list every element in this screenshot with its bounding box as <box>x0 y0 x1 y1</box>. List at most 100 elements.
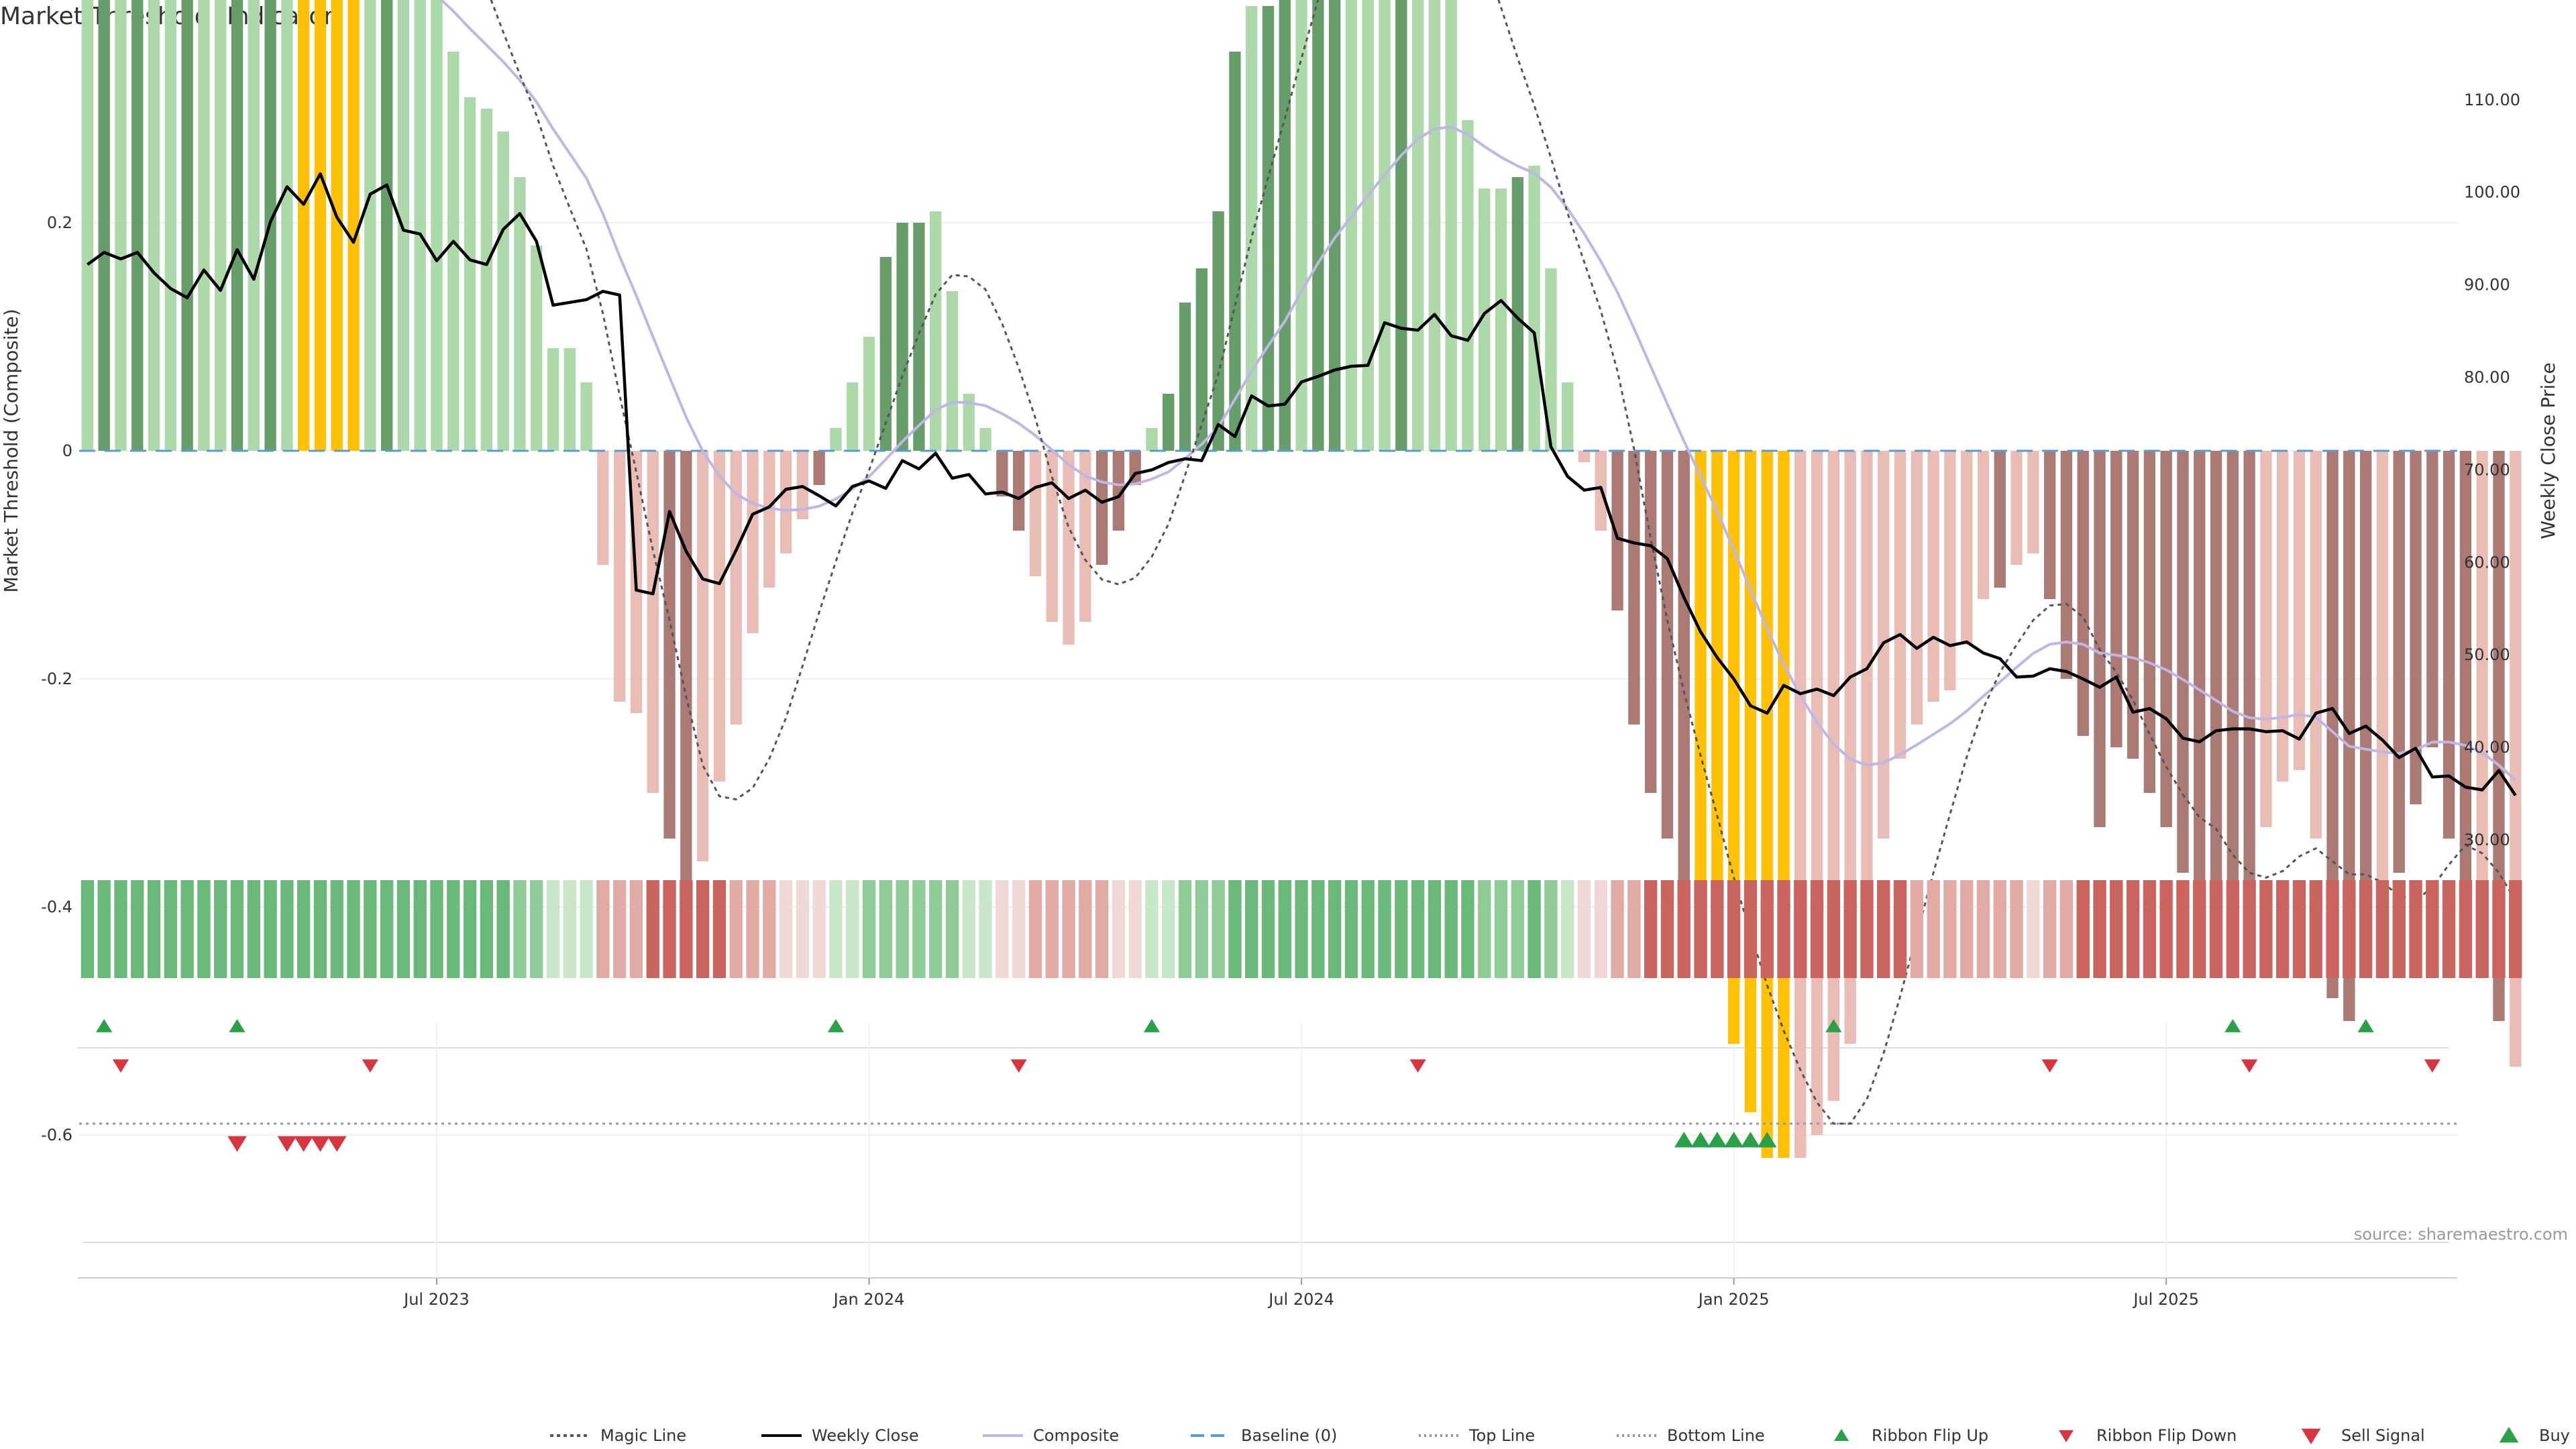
sell-signal-marker <box>227 1136 247 1152</box>
composite-bar <box>2326 451 2339 998</box>
composite-bar <box>2226 451 2239 930</box>
ribbon-cell <box>2359 880 2373 978</box>
composite-bar <box>1977 451 1990 599</box>
composite-bar <box>1395 0 1407 451</box>
y-right-axis-title: Weekly Close Price <box>2537 362 2559 539</box>
ribbon-cell <box>1344 880 1358 978</box>
composite-bar <box>1761 451 1773 1158</box>
composite-bar <box>1362 0 1374 451</box>
ribbon-cell <box>1395 880 1408 978</box>
ribbon-cell <box>147 880 161 978</box>
composite-bar <box>2260 451 2272 827</box>
legend: Magic Line Weekly Close Composite Baseline … <box>550 1426 2576 1445</box>
x-tick-label: Jan 2024 <box>833 1290 905 1309</box>
ribbon-cell <box>1428 880 1442 978</box>
ribbon-cell <box>1843 880 1857 978</box>
composite-bar <box>1445 0 1457 451</box>
ribbon-cell <box>629 880 643 978</box>
ribbon-cell <box>513 880 527 978</box>
ribbon-cell <box>2442 880 2456 978</box>
ribbon-cell <box>929 880 943 978</box>
composite-bar <box>1012 451 1025 531</box>
composite-bar <box>115 0 127 451</box>
sell-signal-marker <box>277 1136 297 1152</box>
legend-item: Bottom Line <box>1617 1426 1765 1445</box>
ribbon-cell <box>364 880 377 978</box>
sell-signal-marker <box>294 1136 313 1152</box>
y-left-tick-label: -0.6 <box>41 1126 72 1144</box>
ribbon-cell <box>712 880 727 978</box>
ribbon-cell <box>313 880 327 978</box>
ribbon-cell <box>2392 880 2406 978</box>
ribbon-cell <box>2475 880 2489 978</box>
ribbon-cell <box>829 880 843 978</box>
y-left-tick-label: 0.4 <box>47 0 72 4</box>
composite-bar <box>1861 451 1873 941</box>
ribbon-cell <box>480 880 494 978</box>
composite-bar <box>863 337 875 451</box>
composite-bar <box>1811 451 1823 1135</box>
ribbon-cell <box>2292 880 2306 978</box>
ribbon-cell <box>463 880 477 978</box>
ribbon-cell <box>962 880 975 978</box>
ribbon-cell <box>197 880 211 978</box>
ribbon-cell <box>1627 880 1641 978</box>
ribbon-cell <box>680 880 693 978</box>
buy-signal-marker <box>1707 1132 1727 1148</box>
ribbon-cell <box>1062 880 1075 978</box>
ribbon-strip <box>80 880 2522 978</box>
composite-bar <box>2359 451 2372 884</box>
ribbon-cell <box>1993 880 2006 978</box>
composite-bar <box>1744 451 1757 1112</box>
composite-bar <box>2043 451 2056 599</box>
ribbon-flip-up-marker <box>229 1019 246 1032</box>
composite-bar <box>813 451 825 485</box>
composite-bar <box>1428 0 1441 451</box>
ribbon-cell <box>796 880 810 978</box>
ribbon-cell <box>413 880 427 978</box>
composite-bar <box>297 0 310 451</box>
ribbon-cell <box>1760 880 1774 978</box>
ribbon-cell <box>2110 880 2123 978</box>
legend-item: Magic Line <box>550 1426 686 1445</box>
legend-label: Bottom Line <box>1667 1426 1765 1445</box>
ribbon-cell <box>396 880 411 978</box>
ribbon-cell <box>1561 880 1574 978</box>
ribbon-cell <box>164 880 178 978</box>
composite-bar <box>2177 451 2189 873</box>
legend-item: Weekly Close <box>761 1426 919 1445</box>
ribbon-cell <box>2143 880 2157 978</box>
composite-bar <box>946 291 959 451</box>
ribbon-cell <box>779 880 793 978</box>
legend-label: Buy Signal <box>2539 1426 2576 1445</box>
ribbon-cell <box>1095 880 1109 978</box>
legend-label: Ribbon Flip Up <box>1872 1426 1988 1445</box>
ribbon-cell <box>264 880 277 978</box>
ribbon-cell <box>729 880 743 978</box>
composite-bar <box>1195 268 1208 451</box>
ribbon-cell <box>2226 880 2240 978</box>
composite-bar <box>1229 52 1241 451</box>
ribbon-cell <box>1361 880 1375 978</box>
composite-bar <box>2210 451 2222 907</box>
composite-bar <box>497 131 509 451</box>
ribbon-cell <box>563 880 576 978</box>
legend-label: Baseline (0) <box>1241 1426 1337 1445</box>
composite-bar <box>2110 451 2123 747</box>
ribbon-cell <box>1660 880 1674 978</box>
composite-line <box>439 0 2517 782</box>
composite-bar <box>1095 451 1108 565</box>
composite-bar <box>597 451 609 565</box>
ribbon-cell <box>945 880 959 978</box>
ribbon-cell <box>2193 880 2206 978</box>
composite-bar <box>2343 451 2355 1021</box>
ribbon-cell <box>896 880 909 978</box>
composite-bar <box>397 0 410 451</box>
series-lines <box>79 0 2517 1125</box>
ribbon-cell <box>1743 880 1758 978</box>
composite-bar <box>331 0 343 451</box>
composite-bar <box>1961 451 1973 645</box>
composite-bar <box>215 0 227 451</box>
composite-bar <box>1695 451 1707 907</box>
composite-bar <box>347 0 360 451</box>
